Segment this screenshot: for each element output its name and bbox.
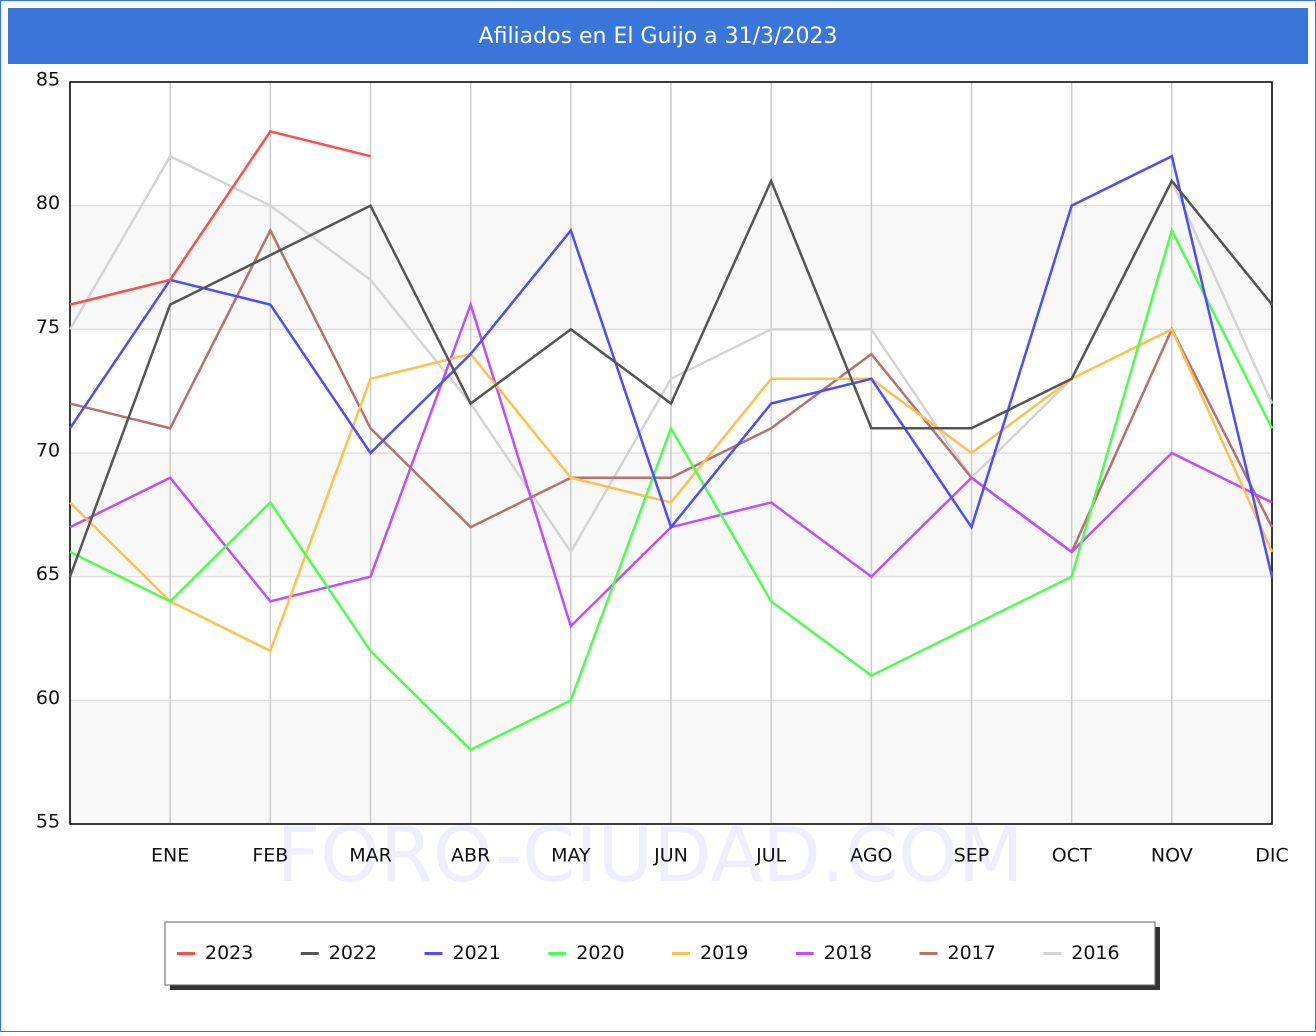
legend-label: 2020 [576,942,624,964]
x-tick-label: ABR [451,845,490,867]
watermark: FORO-CIUDAD.COM [276,810,1023,899]
y-tick-label: 80 [36,192,60,214]
y-tick-label: 55 [36,811,60,833]
x-tick-label: NOV [1151,845,1193,867]
x-tick-label: MAR [349,845,392,867]
y-tick-label: 60 [36,687,60,709]
x-tick-label: ENE [151,845,189,867]
y-tick-label: 70 [36,440,60,462]
x-tick-label: OCT [1052,845,1092,867]
x-tick-label: SEP [954,845,990,867]
x-tick-label: AGO [850,845,892,867]
y-tick-label: 65 [36,563,60,585]
y-tick-label: 75 [36,316,60,338]
legend-label: 2019 [700,942,748,964]
line-series [68,177,1273,578]
line-series [69,130,371,306]
y-tick-label: 85 [36,69,60,91]
chart-title: Afiliados en El Guijo a 31/3/2023 [479,24,838,49]
legend-label: 2016 [1071,942,1119,964]
legend-label: 2018 [824,942,872,964]
legend [164,921,1156,986]
x-tick-label: DIC [1255,845,1289,867]
line-series [69,227,1274,752]
plot-border [69,81,1273,825]
x-tick-label: FEB [252,845,288,867]
line-series [68,154,1274,577]
x-tick-label: MAY [551,845,591,867]
x-tick-label: JUN [653,845,688,867]
title-bar [8,8,1308,64]
legend-label: 2022 [329,942,377,964]
legend-label: 2017 [948,942,996,964]
legend-label: 2023 [205,942,253,964]
x-tick-label: JUL [755,845,787,867]
legend-label: 2021 [453,942,501,964]
